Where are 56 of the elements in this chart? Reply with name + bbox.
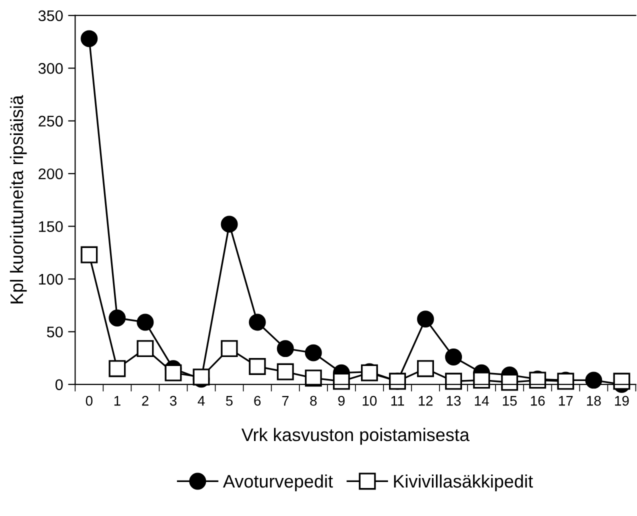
point	[108, 310, 126, 326]
point	[417, 310, 434, 328]
y-tick-label: 0	[55, 379, 63, 390]
point	[613, 372, 630, 390]
point	[136, 314, 154, 331]
x-tick-label: 17	[558, 396, 573, 406]
x-tick-label: 7	[282, 396, 289, 406]
x-tick-label: 12	[418, 396, 433, 406]
x-tick-label: 8	[310, 396, 317, 406]
point	[585, 372, 602, 389]
y-tick-label: 300	[38, 63, 63, 74]
x-tick-label: 15	[502, 396, 517, 406]
point	[276, 363, 294, 380]
x-tick-label: 11	[391, 396, 404, 406]
point	[304, 344, 322, 362]
legend-label: Avoturvepedit	[222, 474, 333, 492]
y-tick-label: 100	[39, 274, 63, 285]
y-tick-label: 50	[46, 326, 63, 338]
point	[164, 364, 182, 382]
legend-label: Kivivillasäkkipedit	[394, 474, 533, 492]
x-tick-label: 9	[338, 396, 345, 406]
point	[248, 314, 266, 331]
x-tick-label: 14	[474, 396, 489, 406]
point	[220, 340, 238, 358]
x-tick-label: 0	[86, 396, 92, 406]
point	[276, 340, 294, 358]
point	[304, 370, 322, 387]
x-tick-label: 1	[114, 396, 120, 406]
point	[417, 360, 434, 378]
x-tick-label: 6	[254, 396, 261, 406]
point	[80, 30, 98, 48]
point	[473, 372, 490, 389]
point	[501, 374, 518, 391]
point	[136, 340, 154, 358]
x-tick-label: 16	[530, 396, 545, 406]
x-tick-label: 5	[226, 396, 233, 406]
x-tick-label: 10	[362, 396, 377, 406]
y-axis-title: Kpl kuoriutuneita ripsiäisiä	[10, 95, 27, 304]
y-tick-label: 250	[38, 116, 63, 127]
point	[108, 360, 126, 378]
x-tick-label: 3	[170, 396, 177, 406]
x-tick-label: 4	[198, 396, 205, 406]
x-axis-title: Vrk kasvuston poistamisesta	[241, 428, 470, 445]
point	[445, 348, 462, 366]
y-tick-label: 350	[38, 10, 63, 22]
point	[220, 216, 238, 233]
x-tick-label: 19	[615, 396, 629, 406]
x-tick-label: 18	[587, 396, 601, 406]
point	[332, 372, 350, 390]
point	[445, 372, 462, 390]
point	[80, 246, 98, 264]
x-tick-label: 2	[142, 396, 148, 406]
y-tick-label: 150	[39, 221, 63, 232]
y-tick-label: 200	[38, 168, 63, 180]
point	[248, 358, 266, 375]
x-tick-label: 13	[446, 396, 461, 406]
